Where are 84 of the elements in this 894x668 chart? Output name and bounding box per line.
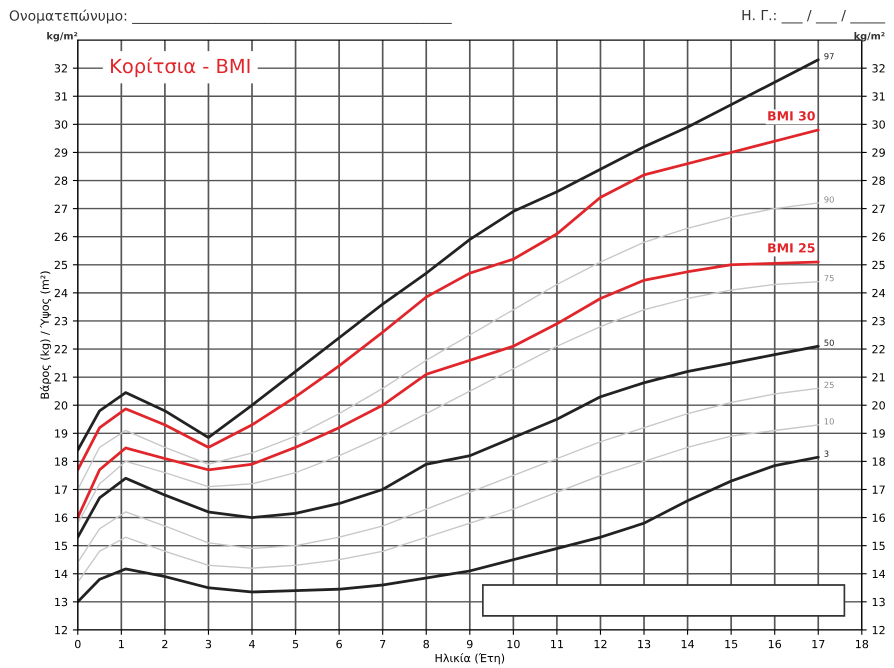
y2-tick-label: 15 bbox=[872, 542, 885, 550]
y-tick-label: 23 bbox=[54, 316, 68, 326]
text: Κορίτσια - BMI bbox=[111, 57, 250, 78]
y-tick-label: 31 bbox=[54, 92, 68, 101]
y-tick-label: 14 bbox=[55, 570, 68, 578]
x-tick-label: 6 bbox=[336, 640, 342, 648]
line-series bbox=[78, 58, 820, 452]
x-tick-label: 2 bbox=[162, 640, 168, 648]
x-tick-label: 17 bbox=[812, 640, 824, 648]
y-tick-label: 17 bbox=[55, 486, 68, 494]
y-tick-label: 12 bbox=[55, 626, 67, 634]
x-tick-label: 4 bbox=[249, 640, 255, 648]
y-tick-label: 20 bbox=[54, 401, 68, 410]
y-tick-label: 24 bbox=[54, 288, 68, 298]
y-tick-label: 26 bbox=[54, 232, 68, 242]
line-series bbox=[78, 128, 820, 472]
x-tick-label: 0 bbox=[74, 640, 81, 648]
y2-tick-label: 29 bbox=[872, 148, 885, 157]
y2-tick-label: 30 bbox=[872, 120, 885, 129]
series-label: BMI 25 bbox=[768, 243, 815, 253]
y2-tick-label: 19 bbox=[872, 429, 885, 438]
series-label: 50 bbox=[824, 340, 834, 346]
y2-tick-label: 14 bbox=[872, 570, 886, 578]
y2-tick-label: 22 bbox=[872, 345, 885, 354]
x-tick-label: 13 bbox=[638, 640, 650, 648]
x-tick-label: 3 bbox=[206, 640, 212, 648]
y2-tick-label: 24 bbox=[872, 288, 886, 298]
y-tick-label: 15 bbox=[55, 542, 68, 550]
x-tick-label: 15 bbox=[725, 640, 738, 648]
y-tick-label: 18 bbox=[55, 457, 68, 466]
text: Ονοματεπώνυμο: ______________________________________________ bbox=[10, 10, 452, 24]
y-tick-label: 28 bbox=[54, 176, 68, 185]
series-label: 10 bbox=[824, 418, 834, 425]
line-series bbox=[78, 456, 820, 604]
series-label: 97 bbox=[824, 53, 834, 60]
y2-tick-label: 12 bbox=[872, 626, 885, 634]
series-label: 75 bbox=[824, 275, 834, 282]
x-axis-title: Ηλικία (Έτη) bbox=[436, 653, 504, 664]
y2-tick-label: 26 bbox=[872, 232, 885, 242]
x-tick-label: 7 bbox=[380, 640, 386, 648]
y-tick-label: 25 bbox=[54, 260, 68, 270]
y2-tick-label: 18 bbox=[872, 457, 885, 466]
y-tick-label: 19 bbox=[55, 429, 68, 438]
x-tick-label: 18 bbox=[856, 640, 868, 648]
y-tick-label: 21 bbox=[54, 373, 68, 382]
x-tick-label: 1 bbox=[119, 640, 124, 648]
line-series bbox=[78, 424, 819, 583]
y-tick-label: 13 bbox=[55, 598, 68, 606]
y2-tick-label: 25 bbox=[872, 260, 885, 270]
x-tick-label: 8 bbox=[423, 640, 430, 648]
series-label: 25 bbox=[824, 382, 834, 388]
y-tick-label: 16 bbox=[55, 514, 68, 522]
x-tick-label: 16 bbox=[768, 640, 782, 648]
annotation: kg/m² bbox=[854, 32, 885, 42]
y2-tick-label: 31 bbox=[872, 92, 885, 101]
y2-tick-label: 13 bbox=[872, 598, 885, 606]
series-label: BMI 30 bbox=[768, 111, 815, 121]
line-series bbox=[78, 202, 819, 490]
y2-tick-label: 23 bbox=[872, 316, 885, 326]
y2-tick-label: 21 bbox=[872, 373, 885, 382]
y2-tick-label: 17 bbox=[872, 486, 885, 494]
text: Η. Γ.: ___ / ___ / _____ bbox=[742, 10, 886, 24]
y-axis-title: Βάρος (kg) / Ύψος (m²) bbox=[40, 271, 52, 398]
y-tick-label: 32 bbox=[54, 64, 67, 73]
series-label: 3 bbox=[824, 450, 828, 457]
x-tick-label: 12 bbox=[594, 640, 606, 648]
x-tick-label: 14 bbox=[682, 640, 694, 648]
x-tick-label: 5 bbox=[292, 640, 298, 648]
text: kg/m² bbox=[47, 32, 78, 42]
x-tick-label: 10 bbox=[508, 640, 520, 648]
line-series bbox=[78, 388, 819, 564]
y-tick-label: 22 bbox=[54, 345, 67, 354]
y2-tick-label: 28 bbox=[872, 176, 885, 185]
y-tick-label: 30 bbox=[54, 120, 68, 129]
y-tick-label: 29 bbox=[54, 148, 68, 157]
y2-tick-label: 16 bbox=[872, 514, 885, 522]
y2-tick-label: 20 bbox=[872, 401, 885, 410]
line-series bbox=[78, 344, 820, 539]
y-tick-label: 27 bbox=[54, 204, 68, 213]
y2-tick-label: 32 bbox=[872, 64, 885, 73]
x-tick-label: 9 bbox=[466, 640, 473, 648]
x-tick-label: 11 bbox=[551, 640, 563, 648]
series-label: 90 bbox=[824, 196, 834, 203]
y2-tick-label: 27 bbox=[872, 204, 885, 213]
